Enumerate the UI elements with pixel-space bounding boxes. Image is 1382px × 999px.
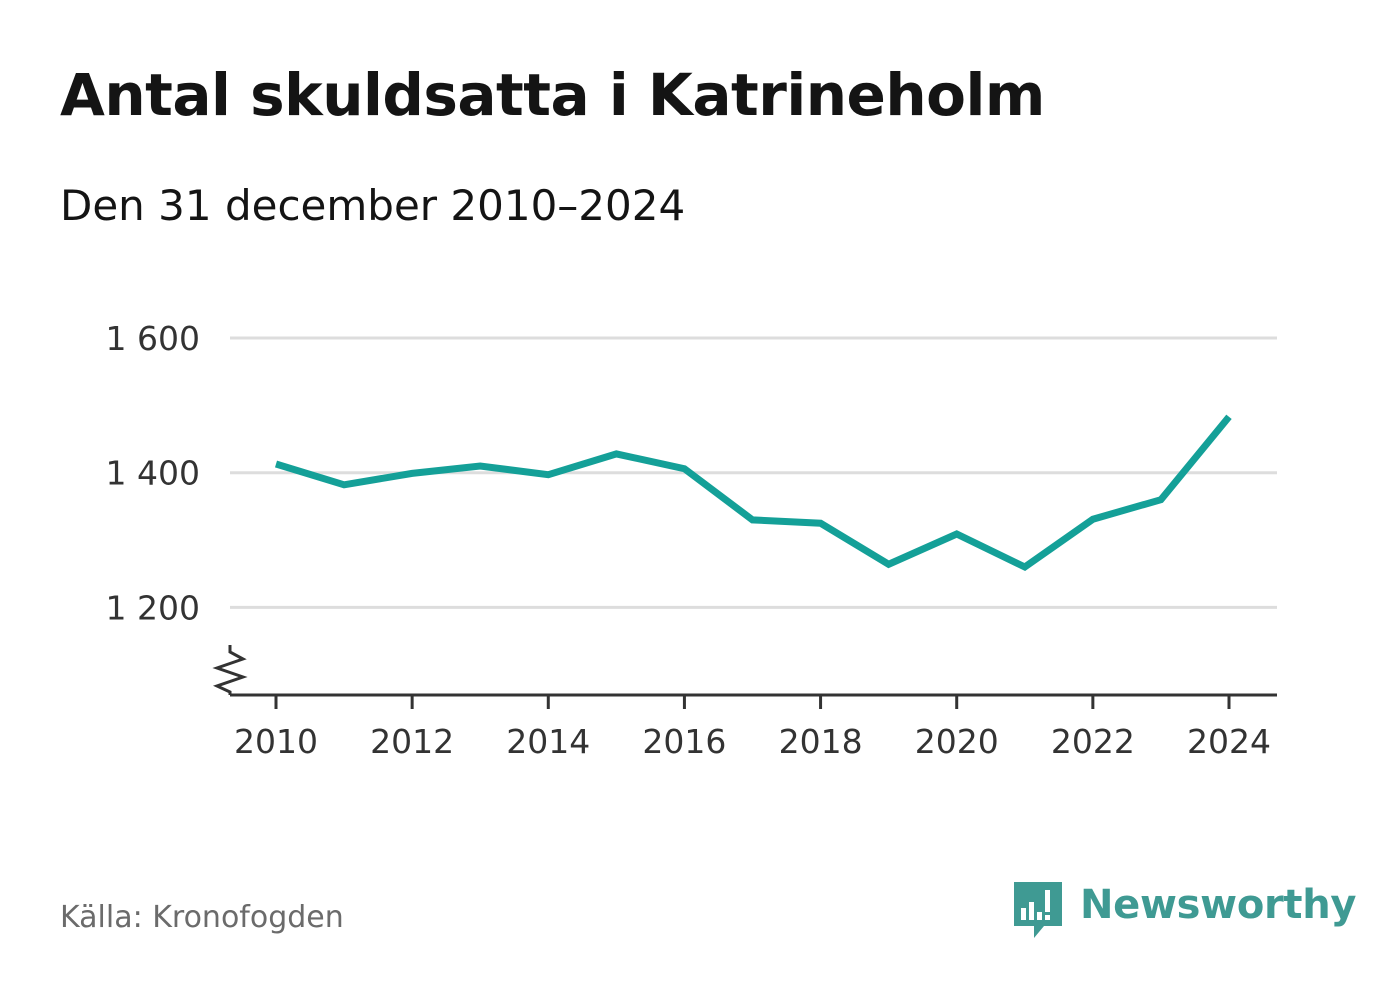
x-tick-label: 2012 — [370, 722, 454, 761]
brand-logo: Newsworthy — [1010, 878, 1357, 942]
x-tick-label: 2016 — [642, 722, 726, 761]
chart-title: Antal skuldsatta i Katrineholm — [60, 61, 1045, 129]
tick-labels: 1 200 1 400 1 600 2010 2012 2014 2016 2018 2020 2… — [106, 319, 1271, 761]
y-tick-label: 1 600 — [106, 319, 200, 358]
y-tick-label: 1 400 — [106, 454, 200, 493]
series-line — [274, 414, 1232, 572]
x-tick-label: 2018 — [779, 722, 863, 761]
x-tick-label: 2020 — [915, 722, 999, 761]
y-axis-break-icon — [212, 645, 248, 695]
series-layer — [274, 414, 1232, 572]
x-tick-label: 2022 — [1051, 722, 1135, 761]
x-tick-label: 2010 — [234, 722, 318, 761]
grid-lines — [230, 336, 1277, 609]
x-tick-label: 2014 — [506, 722, 590, 761]
x-axis — [212, 645, 1277, 709]
chart-subtitle: Den 31 december 2010–2024 — [60, 181, 686, 230]
x-tick-label: 2024 — [1187, 722, 1271, 761]
y-tick-label: 1 200 — [106, 588, 200, 627]
brand-name: Newsworthy — [1080, 882, 1357, 928]
source-note: Källa: Kronofogden — [60, 900, 344, 935]
newsworthy-logo-icon — [1014, 882, 1062, 938]
